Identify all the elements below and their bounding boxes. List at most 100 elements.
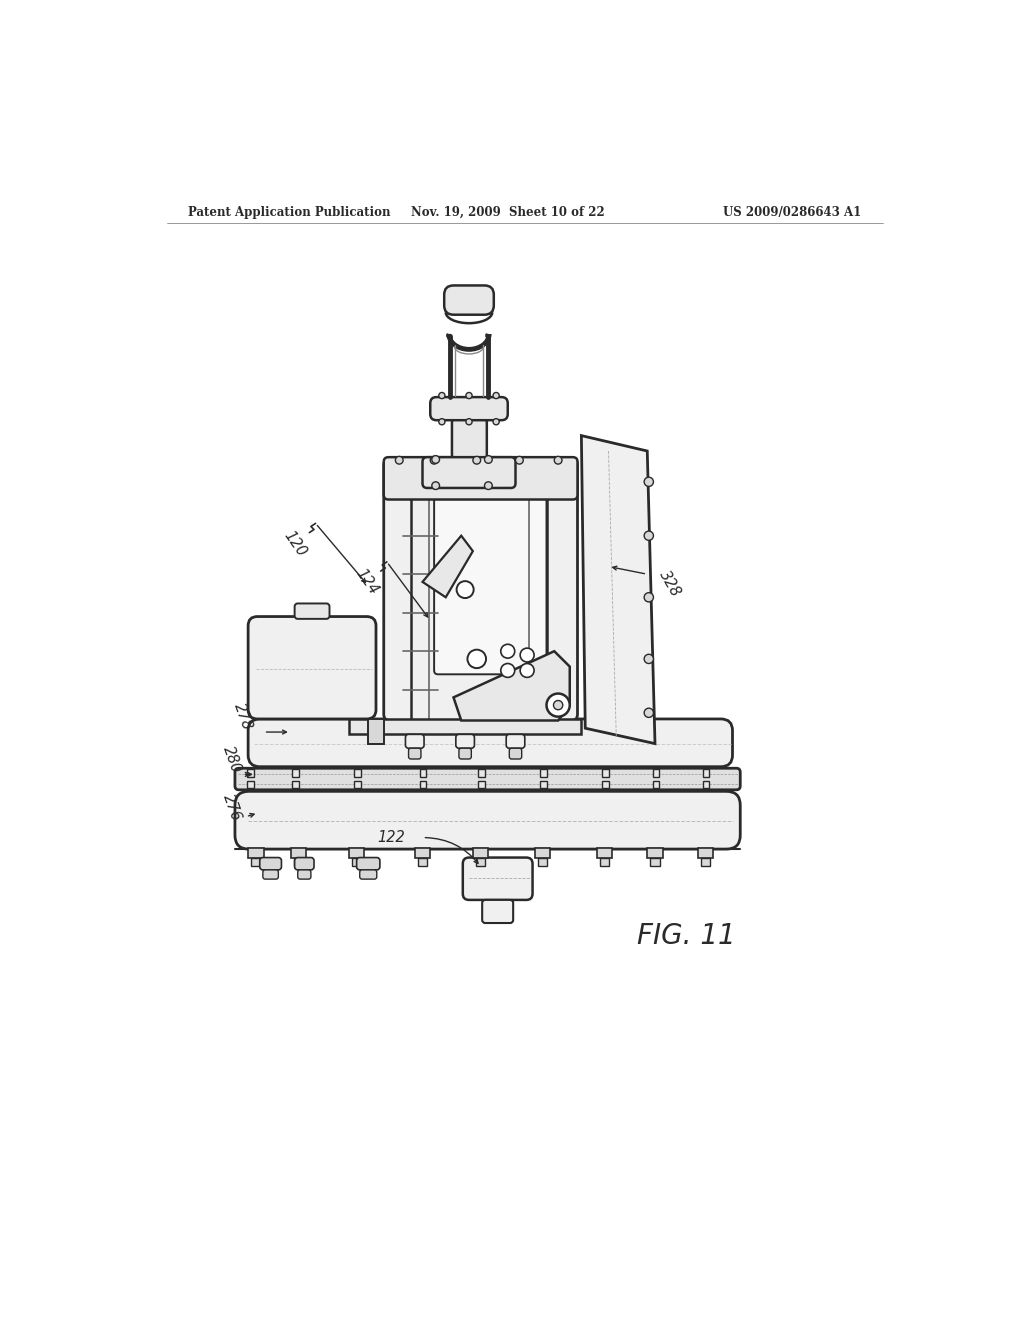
Circle shape <box>438 418 445 425</box>
Bar <box>478 780 484 788</box>
Bar <box>652 780 658 788</box>
Bar <box>248 780 254 788</box>
Circle shape <box>554 457 562 465</box>
Bar <box>652 770 658 776</box>
Bar <box>597 847 612 858</box>
Bar <box>294 858 303 866</box>
FancyBboxPatch shape <box>248 719 732 767</box>
Polygon shape <box>582 436 655 743</box>
FancyBboxPatch shape <box>359 870 377 879</box>
Bar <box>602 770 608 776</box>
Text: 328: 328 <box>656 568 683 599</box>
Bar <box>541 780 547 788</box>
FancyBboxPatch shape <box>509 748 521 759</box>
FancyBboxPatch shape <box>409 748 421 759</box>
Circle shape <box>515 457 523 465</box>
Circle shape <box>554 701 563 710</box>
Text: 280: 280 <box>220 743 244 775</box>
Bar <box>703 780 710 788</box>
Circle shape <box>467 649 486 668</box>
Circle shape <box>644 708 653 718</box>
Circle shape <box>473 457 480 465</box>
FancyBboxPatch shape <box>384 457 578 499</box>
FancyBboxPatch shape <box>234 792 740 849</box>
FancyBboxPatch shape <box>459 748 471 759</box>
Bar <box>251 858 260 866</box>
FancyBboxPatch shape <box>384 459 578 721</box>
Polygon shape <box>423 536 473 597</box>
Bar <box>700 858 710 866</box>
FancyBboxPatch shape <box>263 870 279 879</box>
Bar <box>476 858 485 866</box>
FancyBboxPatch shape <box>434 498 547 675</box>
Polygon shape <box>349 719 582 734</box>
Circle shape <box>432 482 439 490</box>
Circle shape <box>457 581 474 598</box>
Circle shape <box>484 482 493 490</box>
Bar <box>420 770 426 776</box>
Bar <box>602 780 608 788</box>
Bar <box>420 780 426 788</box>
Bar <box>415 847 430 858</box>
Circle shape <box>547 693 569 717</box>
Bar <box>600 858 609 866</box>
Bar <box>354 770 360 776</box>
Text: Patent Application Publication: Patent Application Publication <box>188 206 391 219</box>
Circle shape <box>484 455 493 463</box>
FancyBboxPatch shape <box>423 457 515 488</box>
Text: Nov. 19, 2009  Sheet 10 of 22: Nov. 19, 2009 Sheet 10 of 22 <box>411 206 604 219</box>
FancyBboxPatch shape <box>452 418 486 459</box>
FancyBboxPatch shape <box>295 603 330 619</box>
Polygon shape <box>369 719 384 743</box>
Bar <box>535 847 550 858</box>
FancyBboxPatch shape <box>406 734 424 748</box>
Circle shape <box>493 392 500 399</box>
Text: 124: 124 <box>352 566 381 598</box>
Circle shape <box>466 392 472 399</box>
FancyBboxPatch shape <box>298 870 311 879</box>
Circle shape <box>493 418 500 425</box>
FancyBboxPatch shape <box>234 768 740 789</box>
FancyBboxPatch shape <box>356 858 380 870</box>
Text: FIG. 11: FIG. 11 <box>637 923 735 950</box>
Circle shape <box>520 648 535 661</box>
Circle shape <box>466 418 472 425</box>
Text: US 2009/0286643 A1: US 2009/0286643 A1 <box>723 206 861 219</box>
Circle shape <box>644 531 653 540</box>
Circle shape <box>395 457 403 465</box>
Bar <box>650 858 659 866</box>
FancyBboxPatch shape <box>444 285 494 314</box>
Circle shape <box>520 664 535 677</box>
Bar <box>418 858 427 866</box>
Bar <box>473 847 488 858</box>
FancyBboxPatch shape <box>248 616 376 719</box>
FancyBboxPatch shape <box>295 858 314 870</box>
Bar <box>478 770 484 776</box>
Bar <box>354 780 360 788</box>
Polygon shape <box>454 651 569 721</box>
Circle shape <box>501 644 515 659</box>
Bar <box>647 847 663 858</box>
Bar <box>703 770 710 776</box>
Bar <box>248 847 263 858</box>
Bar <box>541 770 547 776</box>
Bar <box>292 780 299 788</box>
Circle shape <box>644 593 653 602</box>
Circle shape <box>644 655 653 664</box>
Text: 278: 278 <box>231 701 255 733</box>
Bar <box>352 858 361 866</box>
Circle shape <box>438 392 445 399</box>
Circle shape <box>430 457 438 465</box>
Bar <box>538 858 547 866</box>
Text: 120: 120 <box>282 528 309 560</box>
Circle shape <box>644 478 653 487</box>
Text: 276: 276 <box>220 792 244 824</box>
FancyBboxPatch shape <box>482 900 513 923</box>
Circle shape <box>501 664 515 677</box>
Bar <box>697 847 713 858</box>
Bar <box>291 847 306 858</box>
FancyBboxPatch shape <box>456 734 474 748</box>
FancyBboxPatch shape <box>430 397 508 420</box>
Bar <box>248 770 254 776</box>
Bar <box>349 847 365 858</box>
